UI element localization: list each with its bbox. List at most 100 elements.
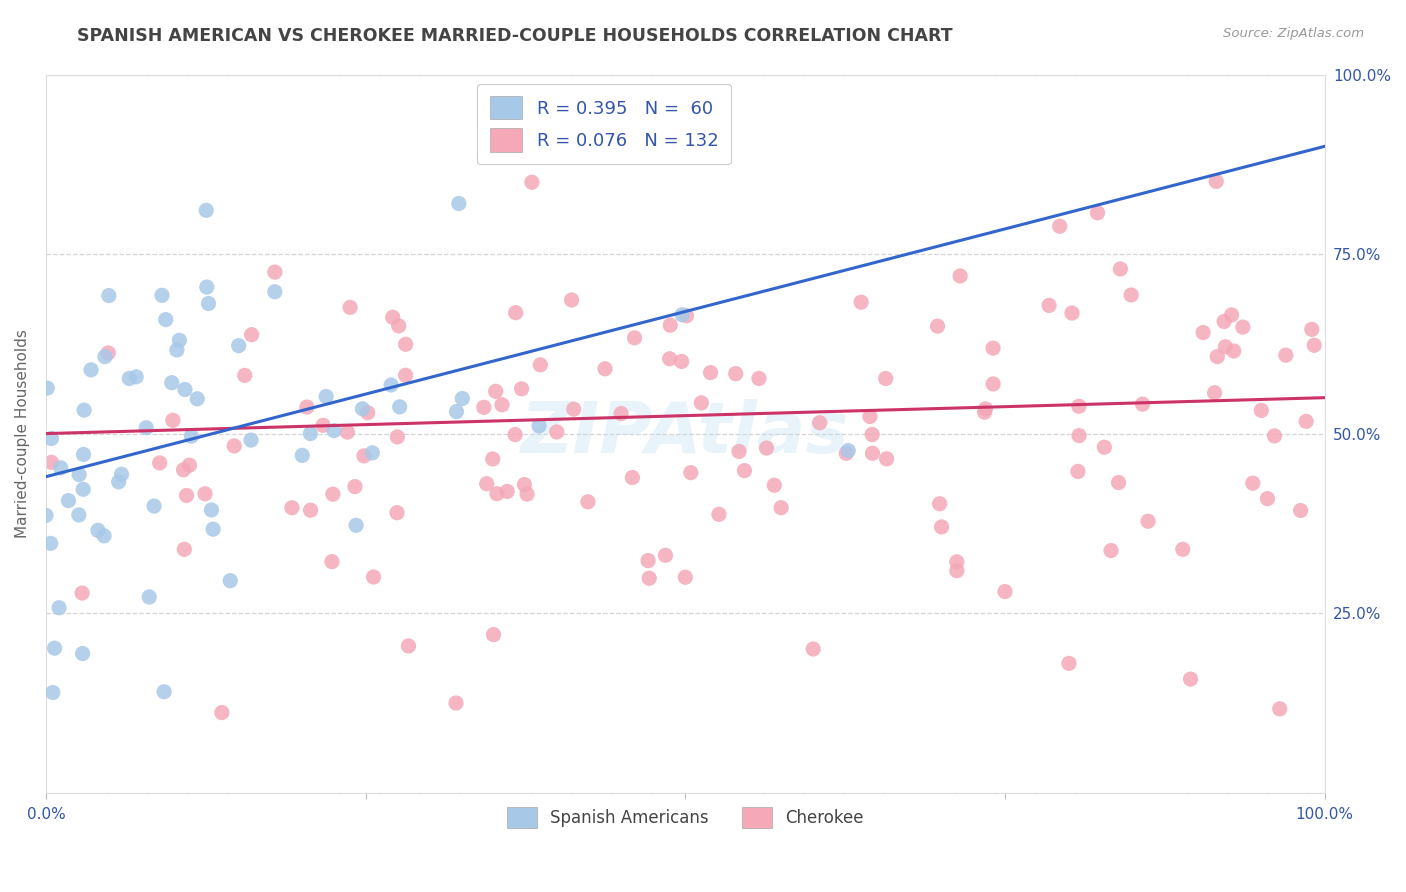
- Point: [679, 466, 702, 480]
- Point: [562, 402, 585, 417]
- Point: [107, 475, 129, 489]
- Point: [1301, 322, 1323, 336]
- Point: [160, 376, 183, 390]
- Point: [240, 433, 263, 447]
- Point: [481, 452, 503, 467]
- Point: [353, 449, 375, 463]
- Point: [444, 696, 467, 710]
- Point: [70, 586, 93, 600]
- Point: [981, 376, 1004, 391]
- Point: [472, 401, 495, 415]
- Point: [690, 396, 713, 410]
- Point: [859, 409, 882, 424]
- Point: [1295, 414, 1317, 428]
- Point: [219, 574, 242, 588]
- Point: [37, 381, 59, 395]
- Point: [380, 378, 402, 392]
- Point: [1206, 350, 1229, 364]
- Point: [505, 306, 527, 320]
- Point: [388, 318, 411, 333]
- Point: [516, 487, 538, 501]
- Point: [1192, 326, 1215, 340]
- Point: [1268, 702, 1291, 716]
- Point: [451, 392, 474, 406]
- Point: [166, 343, 188, 357]
- Point: [1250, 403, 1272, 417]
- Point: [58, 493, 80, 508]
- Point: [981, 341, 1004, 355]
- Point: [496, 484, 519, 499]
- Point: [173, 463, 195, 477]
- Point: [125, 369, 148, 384]
- Point: [949, 268, 972, 283]
- Point: [860, 427, 883, 442]
- Point: [1099, 543, 1122, 558]
- Y-axis label: Married-couple Households: Married-couple Households: [15, 329, 30, 538]
- Point: [72, 647, 94, 661]
- Point: [475, 476, 498, 491]
- Point: [875, 371, 897, 385]
- Point: [398, 639, 420, 653]
- Point: [336, 425, 359, 439]
- Point: [388, 400, 411, 414]
- Point: [1067, 465, 1090, 479]
- Point: [87, 524, 110, 538]
- Point: [801, 642, 824, 657]
- Point: [446, 404, 468, 418]
- Point: [395, 337, 418, 351]
- Point: [485, 384, 508, 399]
- Point: [263, 265, 285, 279]
- Point: [593, 361, 616, 376]
- Point: [1222, 343, 1244, 358]
- Point: [770, 500, 793, 515]
- Point: [339, 301, 361, 315]
- Point: [322, 487, 344, 501]
- Point: [228, 339, 250, 353]
- Point: [363, 570, 385, 584]
- Point: [928, 497, 950, 511]
- Point: [529, 358, 551, 372]
- Text: ZIPAtlas: ZIPAtlas: [522, 399, 849, 468]
- Point: [186, 392, 208, 406]
- Point: [728, 444, 751, 458]
- Point: [180, 429, 202, 443]
- Point: [1057, 657, 1080, 671]
- Point: [381, 310, 404, 325]
- Point: [80, 363, 103, 377]
- Point: [485, 486, 508, 500]
- Point: [1241, 476, 1264, 491]
- Point: [67, 508, 90, 522]
- Legend: Spanish Americans, Cherokee: Spanish Americans, Cherokee: [501, 800, 870, 835]
- Point: [263, 285, 285, 299]
- Point: [174, 383, 197, 397]
- Point: [931, 520, 953, 534]
- Point: [946, 564, 969, 578]
- Point: [1049, 219, 1071, 234]
- Point: [733, 464, 755, 478]
- Point: [673, 570, 696, 584]
- Point: [72, 447, 94, 461]
- Point: [1205, 174, 1227, 188]
- Point: [72, 483, 94, 497]
- Point: [1213, 314, 1236, 328]
- Point: [1121, 288, 1143, 302]
- Point: [447, 196, 470, 211]
- Point: [41, 432, 63, 446]
- Point: [39, 536, 62, 550]
- Point: [637, 553, 659, 567]
- Point: [1109, 262, 1132, 277]
- Point: [654, 549, 676, 563]
- Point: [97, 346, 120, 360]
- Point: [1038, 298, 1060, 312]
- Point: [1132, 397, 1154, 411]
- Point: [194, 487, 217, 501]
- Point: [118, 371, 141, 385]
- Point: [973, 405, 995, 419]
- Point: [344, 518, 367, 533]
- Point: [623, 331, 645, 345]
- Point: [312, 418, 335, 433]
- Point: [658, 351, 681, 366]
- Point: [149, 456, 172, 470]
- Point: [482, 628, 505, 642]
- Text: SPANISH AMERICAN VS CHEROKEE MARRIED-COUPLE HOUSEHOLDS CORRELATION CHART: SPANISH AMERICAN VS CHEROKEE MARRIED-COU…: [77, 27, 953, 45]
